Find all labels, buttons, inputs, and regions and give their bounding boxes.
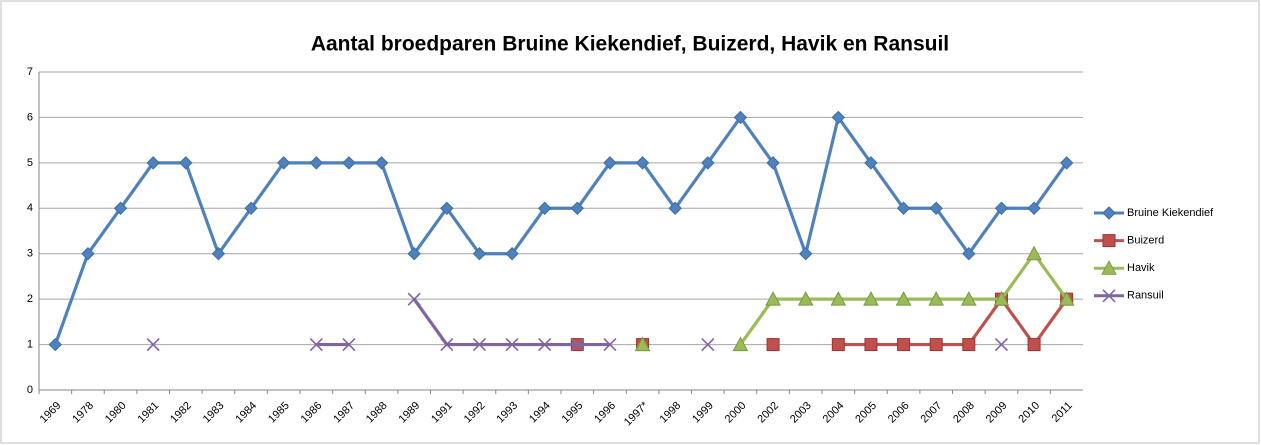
marker bbox=[929, 338, 943, 352]
marker bbox=[505, 247, 519, 261]
marker bbox=[276, 156, 291, 170]
marker bbox=[994, 338, 1009, 352]
marker bbox=[1026, 245, 1042, 261]
marker bbox=[81, 247, 95, 261]
marker bbox=[538, 338, 552, 352]
marker bbox=[179, 156, 193, 170]
marker bbox=[603, 338, 617, 352]
marker bbox=[701, 338, 715, 352]
marker bbox=[342, 156, 356, 170]
y-tick-label: 3 bbox=[27, 248, 33, 260]
marker bbox=[960, 291, 977, 306]
marker bbox=[732, 336, 749, 352]
marker bbox=[831, 338, 845, 352]
marker bbox=[1027, 201, 1041, 215]
marker bbox=[407, 247, 421, 261]
marker bbox=[211, 247, 226, 261]
legend-label: Buizerd bbox=[1127, 235, 1164, 247]
marker bbox=[570, 338, 584, 352]
marker bbox=[928, 291, 945, 306]
marker bbox=[897, 338, 911, 352]
marker bbox=[505, 338, 519, 352]
marker bbox=[472, 247, 487, 261]
marker bbox=[244, 201, 258, 215]
marker bbox=[146, 156, 160, 170]
y-tick-label: 5 bbox=[27, 157, 33, 169]
marker bbox=[1027, 338, 1041, 352]
marker bbox=[831, 110, 846, 125]
marker bbox=[407, 292, 421, 306]
marker bbox=[472, 338, 487, 352]
y-tick-label: 4 bbox=[27, 202, 33, 214]
marker bbox=[635, 156, 650, 170]
y-tick-label: 2 bbox=[27, 293, 33, 305]
marker bbox=[603, 156, 617, 170]
marker bbox=[1058, 291, 1075, 306]
series bbox=[146, 292, 1009, 352]
marker bbox=[896, 201, 911, 215]
marker bbox=[766, 156, 780, 170]
marker bbox=[765, 291, 781, 306]
series bbox=[634, 245, 1075, 352]
marker bbox=[309, 338, 323, 352]
marker bbox=[342, 338, 356, 352]
marker bbox=[701, 156, 715, 170]
legend-label: Ransuil bbox=[1127, 290, 1164, 302]
marker bbox=[440, 338, 454, 352]
marker bbox=[863, 291, 879, 306]
legend-label: Bruine Kiekendief bbox=[1127, 207, 1214, 219]
marker bbox=[962, 338, 976, 352]
legend-label: Havik bbox=[1127, 262, 1155, 274]
marker bbox=[766, 338, 780, 352]
series bbox=[48, 110, 1074, 352]
marker bbox=[929, 201, 943, 215]
marker bbox=[830, 291, 847, 306]
y-tick-label: 0 bbox=[27, 384, 33, 396]
marker bbox=[797, 291, 814, 306]
marker bbox=[895, 291, 912, 306]
marker bbox=[994, 201, 1009, 215]
marker bbox=[113, 201, 128, 215]
marker bbox=[864, 338, 878, 352]
series-line bbox=[53, 115, 1068, 346]
marker bbox=[962, 247, 976, 261]
marker bbox=[1059, 156, 1074, 170]
marker bbox=[798, 247, 813, 261]
marker bbox=[1102, 289, 1116, 303]
marker bbox=[537, 201, 552, 215]
marker bbox=[570, 201, 585, 215]
marker bbox=[733, 110, 748, 125]
marker bbox=[668, 201, 682, 215]
marker bbox=[864, 156, 878, 170]
marker bbox=[634, 336, 651, 352]
y-tick-label: 1 bbox=[27, 338, 33, 350]
y-tick-label: 6 bbox=[27, 111, 33, 123]
marker bbox=[48, 337, 63, 352]
marker bbox=[146, 338, 160, 352]
y-tick-label: 7 bbox=[27, 66, 33, 78]
marker bbox=[440, 201, 454, 215]
marker bbox=[1102, 206, 1116, 220]
marker bbox=[309, 156, 324, 170]
chart-title: Aantal broedparen Bruine Kiekendief, Bui… bbox=[311, 33, 949, 56]
marker bbox=[993, 291, 1010, 306]
marker bbox=[1101, 260, 1117, 275]
marker bbox=[1102, 234, 1116, 248]
marker bbox=[374, 156, 389, 170]
